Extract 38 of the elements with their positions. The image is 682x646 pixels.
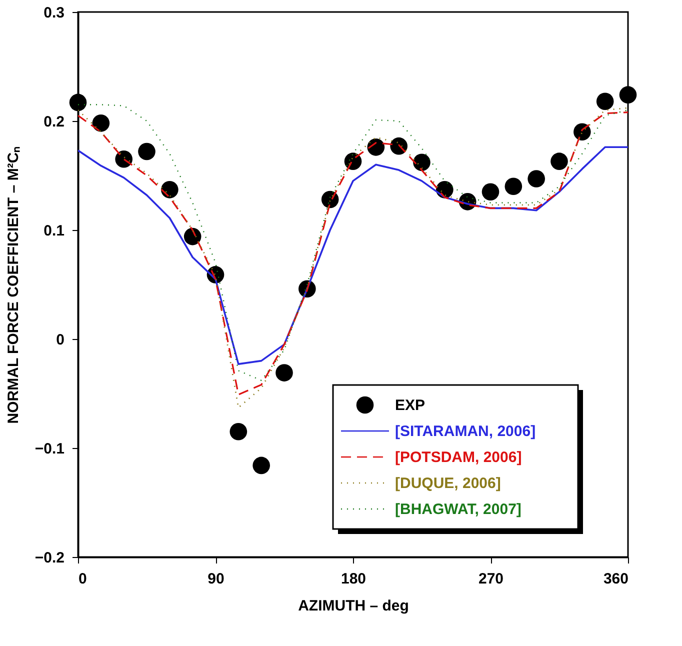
legend-label: [SITARAMAN, 2006] xyxy=(395,423,536,440)
y-axis-title: NORMAL FORCE COEFFICIENT – M²Cₙ xyxy=(4,146,22,424)
point xyxy=(230,423,248,440)
x-axis-title: AZIMUTH – deg xyxy=(298,598,409,614)
point xyxy=(92,114,110,132)
point xyxy=(619,86,637,104)
point xyxy=(413,154,430,172)
x-tick-label: 0 xyxy=(78,570,87,588)
x-tick-label: 90 xyxy=(208,570,224,588)
point xyxy=(184,228,202,246)
y-tick-label: 0.1 xyxy=(44,222,64,240)
legend-label: EXP xyxy=(395,397,426,414)
point xyxy=(276,364,293,382)
point xyxy=(574,123,591,141)
point xyxy=(161,181,178,198)
point xyxy=(367,138,385,156)
x-tick-label: 270 xyxy=(478,570,504,588)
y-tick-label: 0 xyxy=(56,332,64,348)
y-tick-label: 0.3 xyxy=(44,4,64,22)
point xyxy=(115,150,132,168)
x-tick-label: 180 xyxy=(340,570,366,588)
point xyxy=(321,190,339,208)
point xyxy=(504,178,522,196)
x-tick-label: 360 xyxy=(603,570,628,588)
point xyxy=(252,456,270,474)
point xyxy=(596,92,614,110)
point xyxy=(550,152,568,170)
point xyxy=(482,183,500,200)
y-tick-label: 0.2 xyxy=(44,114,64,130)
line-series xyxy=(78,146,628,365)
y-tick-label: −0.2 xyxy=(34,550,64,566)
legend-label: [POTSDAM, 2006] xyxy=(395,449,522,466)
point xyxy=(69,94,87,112)
point xyxy=(138,142,156,160)
point xyxy=(528,170,545,188)
y-tick-label: −0.1 xyxy=(34,440,64,458)
legend-label: [DUQUE, 2006] xyxy=(395,475,501,492)
legend-label: [BHAGWAT, 2007] xyxy=(395,501,522,518)
